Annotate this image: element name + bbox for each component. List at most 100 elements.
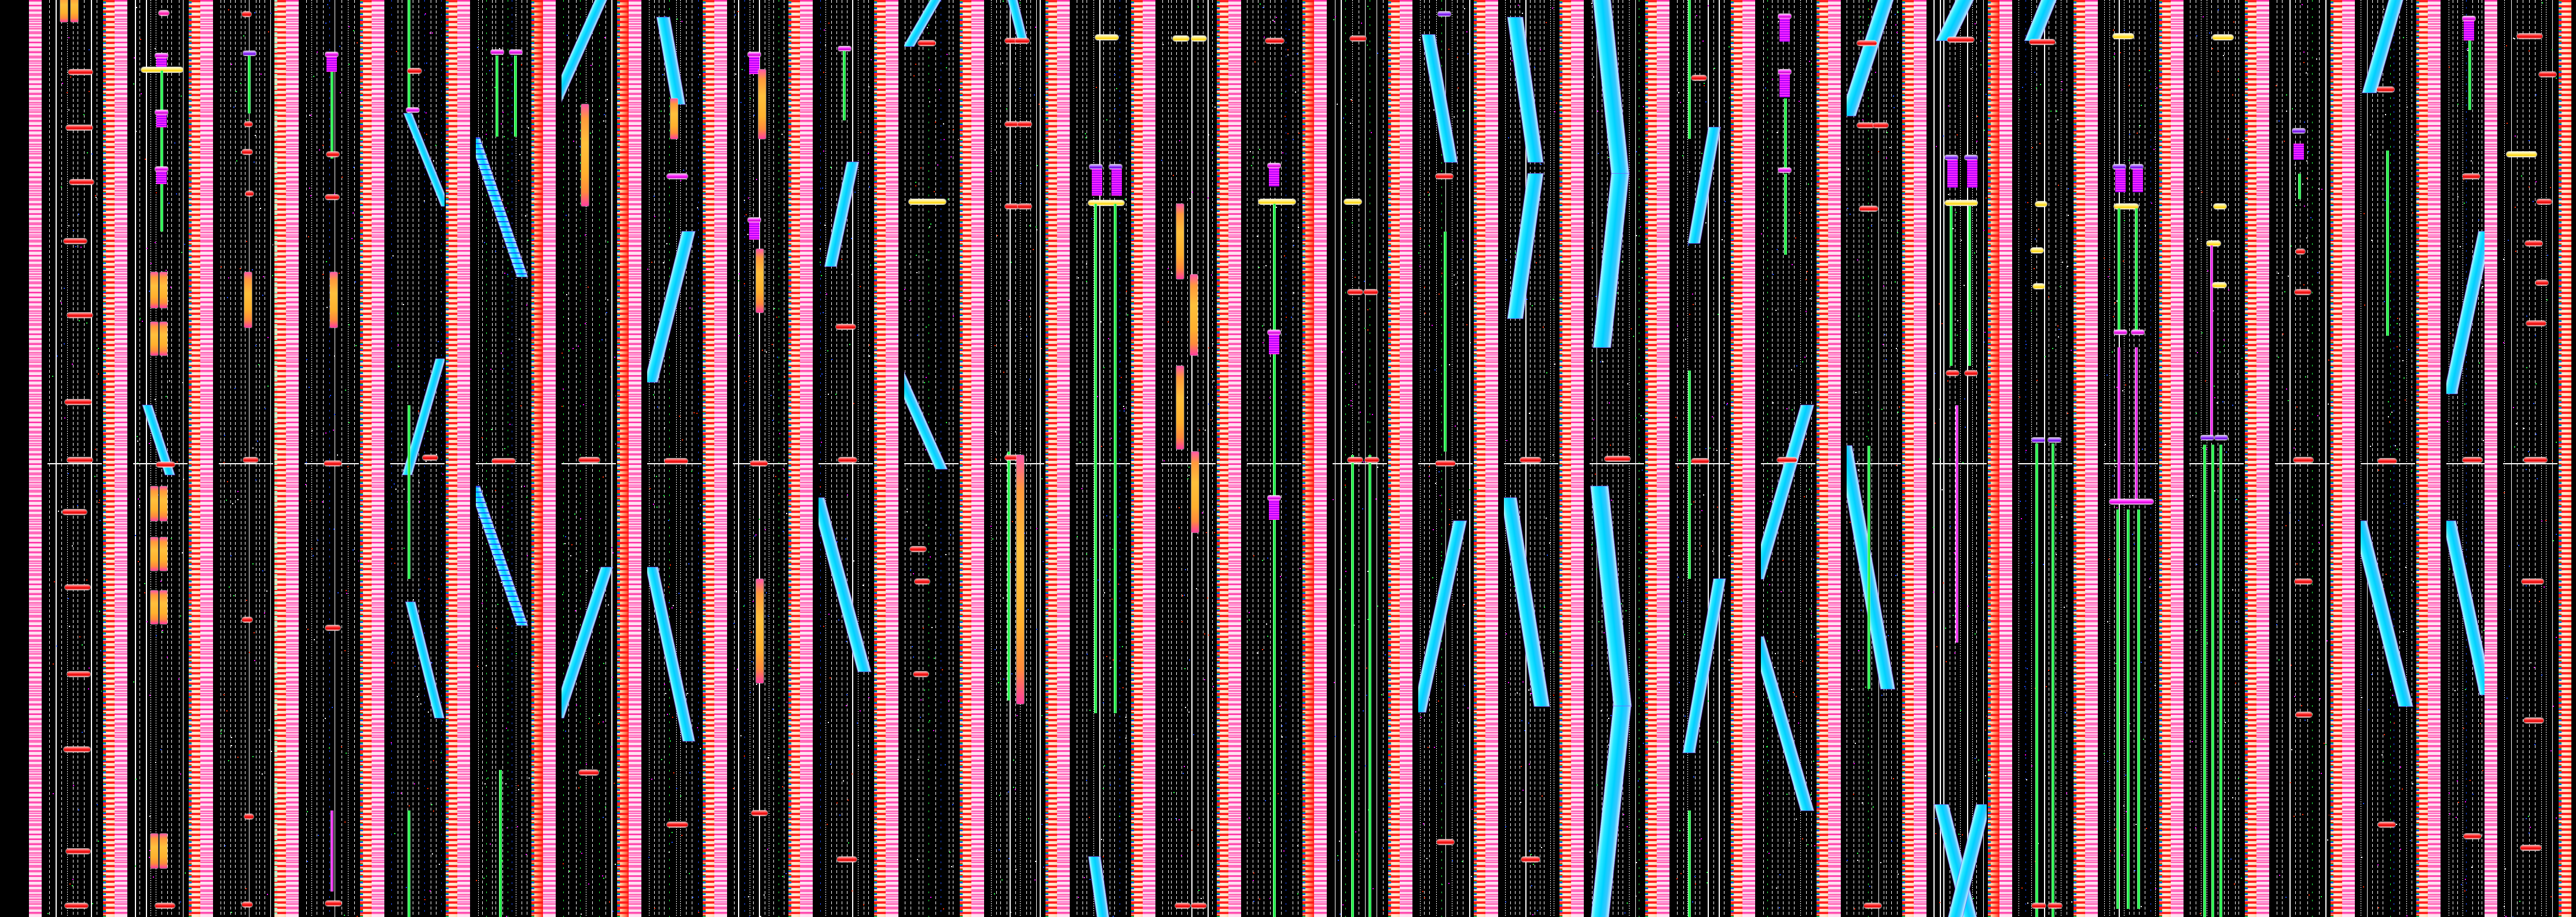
track-panel[interactable] (2256, 0, 2343, 917)
feature-pill[interactable] (67, 313, 93, 318)
feature-pill[interactable] (667, 822, 688, 827)
feature-pill[interactable] (2522, 579, 2544, 584)
feature-pill[interactable] (242, 617, 252, 622)
feature-pill[interactable] (1005, 204, 1019, 209)
feature-pill[interactable] (1005, 455, 1021, 460)
coverage-block[interactable] (160, 486, 167, 521)
feature-pill[interactable] (2463, 174, 2480, 179)
coverage-block[interactable] (1190, 274, 1198, 355)
vertical-connector[interactable] (499, 770, 502, 917)
track-panel[interactable] (886, 0, 973, 917)
feature-pill[interactable] (2535, 280, 2548, 285)
feature-pill[interactable] (2296, 712, 2312, 717)
junction-cap[interactable] (1268, 496, 1280, 500)
coverage-block[interactable] (151, 590, 158, 624)
coverage-block[interactable] (244, 272, 252, 328)
feature-pill[interactable] (1857, 41, 1877, 46)
feature-pill[interactable] (1777, 457, 1797, 463)
junction-cap[interactable] (2463, 16, 2475, 21)
track-panel[interactable] (1400, 0, 1487, 917)
splice-ribbon[interactable] (1593, 174, 1629, 347)
feature-pill[interactable] (1864, 903, 1881, 908)
coverage-block[interactable] (160, 590, 167, 624)
vertical-connector[interactable] (2298, 174, 2301, 199)
coverage-block[interactable] (60, 0, 68, 22)
feature-pill[interactable] (67, 457, 93, 463)
junction-cap[interactable] (748, 218, 761, 222)
feature-pill[interactable] (1436, 174, 1453, 179)
feature-pill[interactable] (667, 174, 688, 179)
junction-cap[interactable] (1089, 164, 1102, 169)
coverage-block[interactable] (151, 537, 158, 571)
feature-pill[interactable] (1364, 289, 1378, 295)
junction-cap[interactable] (1945, 155, 1958, 160)
feature-pill[interactable] (579, 457, 600, 463)
coverage-block[interactable] (758, 69, 766, 139)
junction-cap[interactable] (509, 50, 522, 54)
feature-pill[interactable] (1175, 903, 1190, 908)
feature-pill[interactable] (1005, 122, 1019, 127)
junction-cap[interactable] (2130, 164, 2143, 169)
vertical-connector[interactable] (331, 72, 333, 159)
vertical-connector[interactable] (2210, 245, 2213, 437)
junction-cap[interactable] (1109, 164, 1122, 169)
coverage-block[interactable] (151, 322, 158, 355)
feature-pill[interactable] (751, 810, 768, 816)
junction-cap[interactable] (1268, 330, 1280, 335)
feature-pill[interactable] (1691, 458, 1709, 464)
feature-pill[interactable] (2294, 457, 2313, 463)
junction-cap[interactable] (1778, 168, 1791, 173)
feature-pill[interactable] (1348, 457, 1363, 463)
feature-pill[interactable] (2214, 204, 2226, 209)
vertical-connector[interactable] (408, 810, 410, 917)
splice-ribbon[interactable] (1507, 17, 1543, 162)
feature-pill[interactable] (2524, 457, 2547, 463)
feature-pill[interactable] (918, 41, 935, 46)
coverage-block[interactable] (160, 834, 167, 868)
junction-cap[interactable] (155, 110, 168, 115)
vertical-connector[interactable] (248, 56, 251, 113)
track-panel[interactable] (1999, 0, 2086, 917)
vertical-connector[interactable] (2127, 509, 2130, 909)
feature-pill[interactable] (242, 149, 252, 155)
feature-pill[interactable] (913, 672, 929, 677)
vertical-connector[interactable] (1114, 204, 1117, 713)
vertical-connector[interactable] (1368, 455, 1371, 917)
vertical-connector[interactable] (160, 71, 163, 110)
feature-pill[interactable] (579, 770, 599, 775)
junction-cap[interactable] (748, 52, 761, 57)
feature-pill[interactable] (1005, 38, 1020, 43)
feature-pill[interactable] (1520, 457, 1541, 463)
feature-pill[interactable] (1015, 38, 1029, 43)
junction-cap[interactable] (155, 167, 168, 171)
feature-pill[interactable] (2464, 834, 2481, 839)
splice-ribbon[interactable] (1418, 521, 1467, 712)
feature-pill[interactable] (2295, 579, 2312, 584)
feature-pill[interactable] (1947, 37, 1974, 42)
vertical-connector[interactable] (160, 184, 163, 232)
feature-pill[interactable] (1173, 36, 1189, 41)
track-panel[interactable] (2171, 0, 2258, 917)
coverage-block[interactable] (1191, 452, 1199, 533)
track-panel[interactable] (1228, 0, 1315, 917)
feature-pill[interactable] (1258, 199, 1296, 204)
junction-cap[interactable] (2215, 435, 2228, 440)
feature-pill[interactable] (665, 458, 688, 464)
coverage-block[interactable] (160, 537, 167, 571)
feature-pill[interactable] (2109, 499, 2153, 504)
coverage-block[interactable] (756, 579, 764, 683)
splice-ribbon[interactable] (476, 138, 528, 277)
junction-cap[interactable] (155, 53, 168, 58)
feature-pill[interactable] (66, 849, 90, 854)
vertical-connector[interactable] (2137, 509, 2140, 909)
coverage-block[interactable] (151, 486, 158, 521)
feature-pill[interactable] (408, 68, 421, 74)
junction-cap[interactable] (243, 51, 256, 56)
track-panel[interactable] (543, 0, 630, 917)
feature-pill[interactable] (2517, 34, 2542, 39)
feature-pill[interactable] (245, 191, 254, 196)
feature-pill[interactable] (326, 152, 339, 157)
coverage-block[interactable] (1176, 366, 1184, 449)
vertical-connector[interactable] (1688, 0, 1691, 139)
junction-cap[interactable] (491, 50, 504, 54)
